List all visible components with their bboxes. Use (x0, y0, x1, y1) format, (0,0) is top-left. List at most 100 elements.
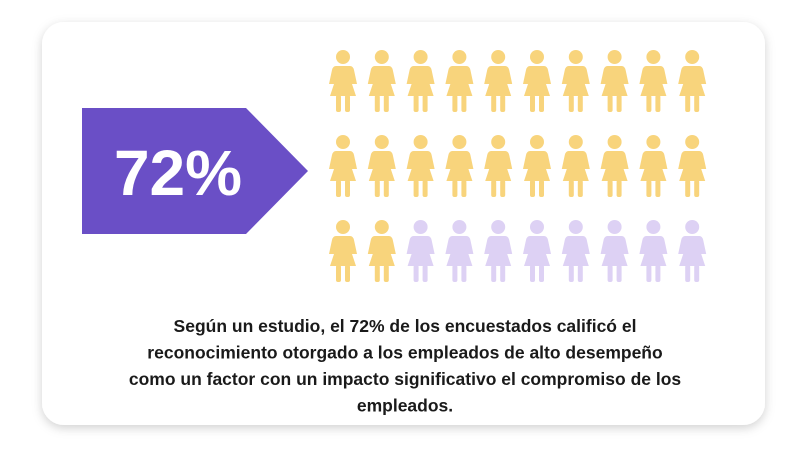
icon-empty (445, 220, 474, 282)
icon-filled (600, 135, 629, 197)
badge (82, 108, 308, 234)
icon-head (646, 220, 661, 234)
icon-filled (406, 50, 435, 112)
icon-filled (367, 135, 396, 197)
icon-head (568, 135, 583, 149)
icon-body (329, 236, 357, 266)
icon-head (607, 135, 622, 149)
icon-leg (345, 95, 350, 112)
icon-leg (530, 95, 535, 112)
icon-leg (383, 180, 389, 197)
icon-body (678, 236, 707, 266)
icon-leg (461, 95, 467, 112)
icon-body (484, 236, 513, 266)
icon-leg (383, 95, 389, 112)
icon-head (374, 135, 389, 149)
icon-filled (561, 50, 590, 112)
icon-head (530, 220, 544, 234)
icon-filled (329, 135, 357, 197)
icon-leg (500, 180, 506, 197)
icon-filled (367, 220, 396, 282)
icon-leg (383, 265, 389, 282)
caption-line: reconocimiento otorgado a los empleados … (147, 343, 662, 363)
icon-head (568, 50, 583, 64)
icon-leg (568, 95, 574, 112)
icon-leg (568, 180, 574, 197)
icon-leg (452, 265, 458, 282)
icon-leg (607, 265, 613, 282)
icon-body (367, 151, 396, 181)
icon-empty (678, 220, 707, 282)
icon-leg (374, 95, 380, 112)
icon-leg (577, 265, 583, 282)
icon-leg (616, 95, 622, 112)
icon-head (336, 135, 350, 149)
icon-head (685, 135, 700, 149)
icon-head (568, 220, 583, 234)
icon-head (491, 220, 506, 234)
icon-leg (685, 265, 691, 282)
icon-leg (616, 265, 622, 282)
icon-head (685, 220, 700, 234)
icon-body (639, 151, 668, 181)
icon-head (374, 220, 389, 234)
icon-body (561, 66, 590, 96)
icon-body (561, 236, 590, 266)
icon-leg (694, 180, 700, 197)
icon-head (452, 50, 467, 64)
icon-leg (646, 95, 652, 112)
icon-head (646, 135, 661, 149)
icon-leg (500, 265, 506, 282)
icon-leg (539, 265, 544, 282)
icon-empty (639, 220, 668, 282)
icon-head (607, 50, 622, 64)
icon-body (484, 151, 513, 181)
icon-leg (539, 95, 544, 112)
icon-leg (616, 180, 622, 197)
icon-empty (561, 220, 590, 282)
icon-leg (577, 180, 583, 197)
badge-value: 72% (114, 137, 242, 209)
icon-filled (678, 50, 707, 112)
icon-body (523, 151, 551, 181)
icon-head (530, 50, 544, 64)
icon-body (523, 236, 551, 266)
icon-body (639, 236, 668, 266)
icon-leg (655, 180, 661, 197)
icon-leg (413, 180, 419, 197)
icon-leg (422, 95, 428, 112)
icon-head (413, 135, 428, 149)
icon-leg (422, 180, 428, 197)
icon-head (491, 50, 506, 64)
icon-body (367, 66, 396, 96)
icon-head (491, 135, 506, 149)
icon-filled (445, 50, 474, 112)
icon-head (607, 220, 622, 234)
icon-filled (484, 135, 513, 197)
icon-body (678, 66, 707, 96)
icon-leg (413, 95, 419, 112)
icon-empty (523, 220, 551, 282)
caption-line: como un factor con un impacto significat… (129, 369, 682, 389)
icon-body (406, 236, 435, 266)
icon-leg (694, 265, 700, 282)
icon-filled (639, 135, 668, 197)
icon-leg (336, 180, 341, 197)
icon-filled (639, 50, 668, 112)
icon-leg (374, 265, 380, 282)
icon-leg (452, 95, 458, 112)
icon-body (445, 236, 474, 266)
icon-body (600, 66, 629, 96)
icon-leg (530, 180, 535, 197)
icon-body (600, 236, 629, 266)
icon-empty (484, 220, 513, 282)
icon-leg (336, 95, 341, 112)
icon-filled (523, 135, 551, 197)
icon-filled (561, 135, 590, 197)
icon-leg (646, 265, 652, 282)
icon-filled (329, 50, 357, 112)
icon-leg (413, 265, 419, 282)
icon-filled (367, 50, 396, 112)
icon-body (445, 66, 474, 96)
icon-empty (406, 220, 435, 282)
